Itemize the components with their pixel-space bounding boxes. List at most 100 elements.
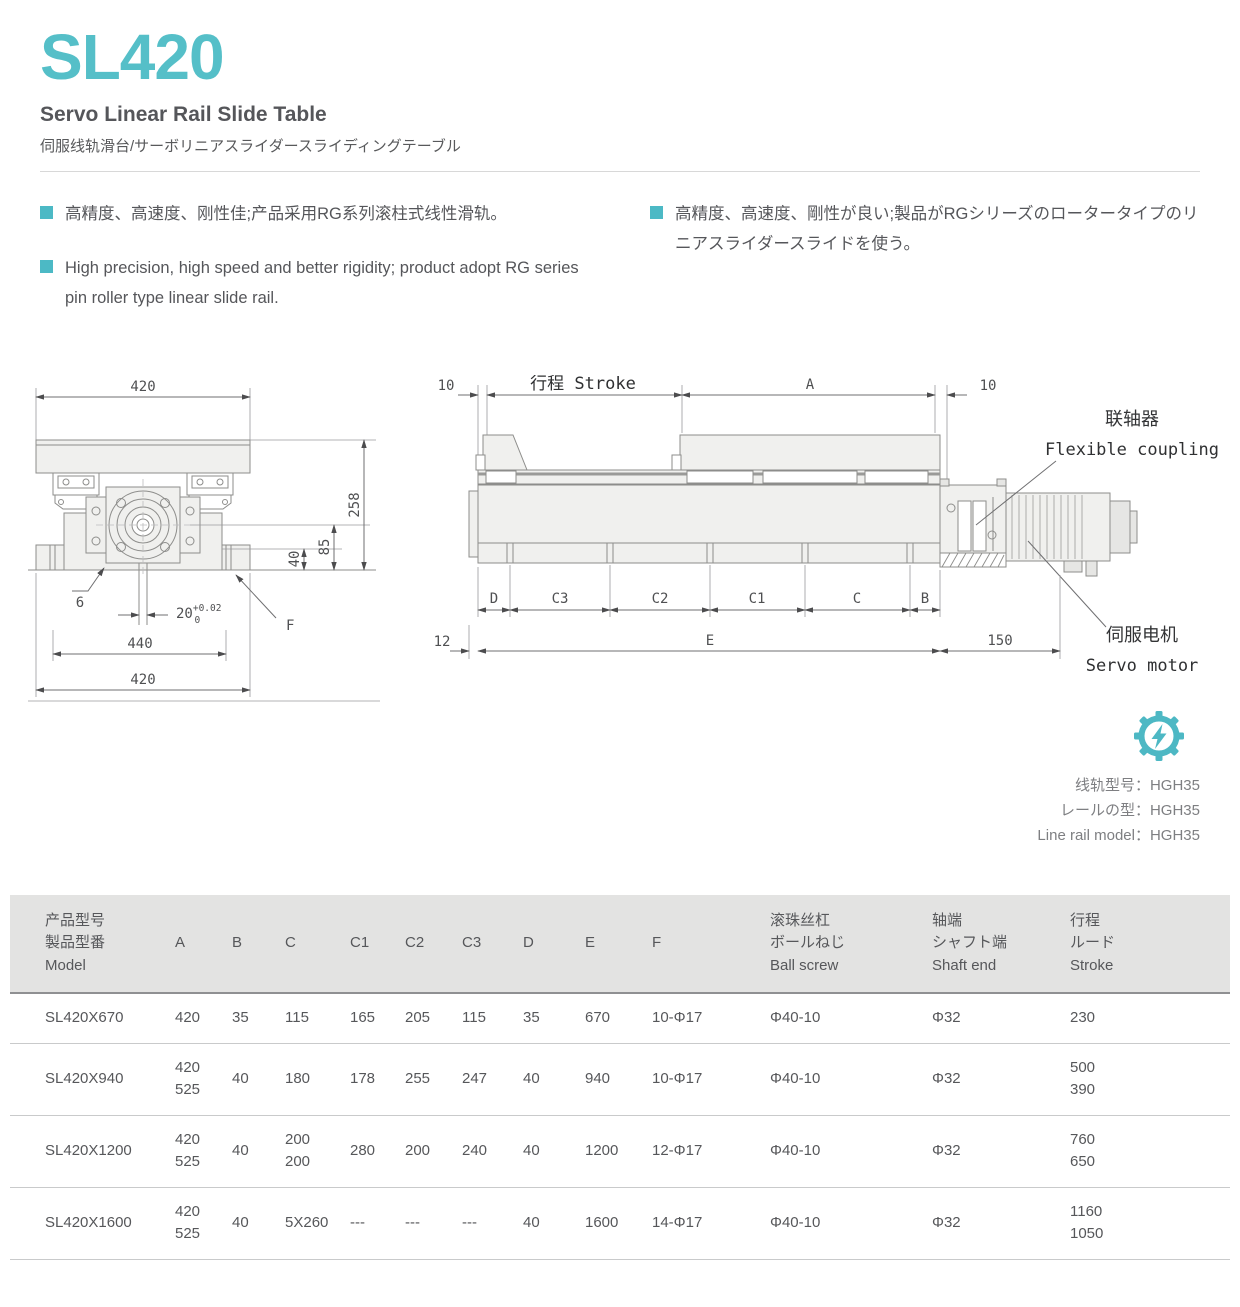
cell-stroke: 500 390	[1070, 1043, 1230, 1116]
side-label-coupling: 联轴器 Flexible coupling	[975, 409, 1219, 526]
cell-model: SL420X940	[10, 1043, 175, 1116]
cell-stroke: 1160 1050	[1070, 1187, 1230, 1260]
cell-f: 10-Φ17	[652, 993, 770, 1044]
side-carriage-plate-left	[475, 434, 528, 471]
feature-item-en: High precision, high speed and better ri…	[40, 254, 590, 313]
bullet-square-icon	[40, 206, 53, 220]
front-dim-6: 6	[72, 567, 105, 611]
cell-d: 40	[523, 1187, 585, 1260]
cell-model: SL420X670	[10, 993, 175, 1044]
table-row: SL420X1600 420 525 40 5X260 --- --- --- …	[10, 1187, 1230, 1260]
motor-label-zh: 伺服电机	[1106, 625, 1178, 645]
cell-c1: ---	[350, 1187, 405, 1260]
technical-drawings: 420	[0, 337, 1240, 707]
cell-ballscrew: Φ40-10	[770, 1043, 932, 1116]
side-dim-top-chain: 10 行程 Stroke A 10	[438, 375, 997, 496]
dim-label: E	[706, 633, 714, 649]
cell-b: 40	[232, 1043, 285, 1116]
front-dim-420-bottom: 420	[28, 573, 380, 702]
front-dim-440: 440	[52, 630, 227, 662]
cell-model: SL420X1200	[10, 1115, 175, 1188]
side-coupling-housing	[939, 478, 1007, 568]
header-cell-c1: C1	[350, 894, 405, 994]
front-dim-258: 258	[190, 439, 370, 572]
dim-label: B	[921, 591, 929, 607]
feature-item-zh: 高精度、高速度、刚性佳;产品采用RG系列滚柱式线性滑轨。	[40, 200, 590, 230]
coupling-label-zh: 联轴器	[1105, 409, 1159, 429]
spec-table: 产品型号 製品型番 Model A B C C1 C2 C3 D E F 滚珠丝…	[10, 894, 1230, 1260]
side-servo-motor	[1005, 492, 1138, 577]
cell-f: 12-Φ17	[652, 1115, 770, 1188]
side-label-motor: 伺服电机 Servo motor	[1027, 540, 1199, 676]
header-cell-c3: C3	[462, 894, 523, 994]
cell-c: 180	[285, 1043, 350, 1116]
rail-model-block: 线轨型号：HGH35 レールの型：HGH35 Line rail model：H…	[0, 709, 1240, 848]
header-row: 产品型号 製品型番 Model A B C C1 C2 C3 D E F 滚珠丝…	[10, 894, 1230, 994]
cell-c3: 115	[462, 993, 523, 1044]
header-cell-stroke: 行程 ルード Stroke	[1070, 894, 1230, 994]
subtitle-cjk: 伺服线轨滑台/サーボリニアスライダースライディングテーブル	[40, 138, 461, 156]
feature-text-ja: 高精度、高速度、剛性が良い;製品がRGシリーズのロータータイプのリニアスライダー…	[675, 205, 1199, 253]
cell-d: 35	[523, 993, 585, 1044]
front-bearing-housing	[85, 479, 201, 576]
header: SL420 Servo Linear Rail Slide Table 伺服线轨…	[0, 0, 1240, 173]
cell-e: 940	[585, 1043, 652, 1116]
cell-c2: 255	[405, 1043, 462, 1116]
gear-lightning-icon	[1134, 711, 1184, 762]
dim-label: 10	[980, 378, 997, 394]
cell-e: 670	[585, 993, 652, 1044]
dim-label: 85	[317, 539, 333, 556]
cell-d: 40	[523, 1043, 585, 1116]
cell-stroke: 230	[1070, 993, 1230, 1044]
feature-column-left: 高精度、高速度、刚性佳;产品采用RG系列滚柱式线性滑轨。 High precis…	[40, 200, 590, 337]
dim-label: C1	[749, 591, 766, 607]
feature-text-zh: 高精度、高速度、刚性佳;产品采用RG系列滚柱式线性滑轨。	[65, 205, 507, 224]
cell-c3: 240	[462, 1115, 523, 1188]
feature-column-right: 高精度、高速度、剛性が良い;製品がRGシリーズのロータータイプのリニアスライダー…	[650, 200, 1200, 337]
header-cell-c: C	[285, 894, 350, 994]
table-row: SL420X1200 420 525 40 200 200 280 200 24…	[10, 1115, 1230, 1188]
cell-shaftend: Φ32	[932, 1043, 1070, 1116]
dim-label: 20+0.02 0	[176, 603, 221, 626]
front-view-drawing: 420	[28, 379, 380, 702]
header-cell-model: 产品型号 製品型番 Model	[10, 894, 175, 994]
cell-stroke: 760 650	[1070, 1115, 1230, 1188]
dim-label: 6	[76, 595, 84, 611]
header-divider	[40, 171, 1200, 173]
cell-c: 200 200	[285, 1115, 350, 1188]
cell-ballscrew: Φ40-10	[770, 1115, 932, 1188]
cell-c: 115	[285, 993, 350, 1044]
cell-model: SL420X1600	[10, 1187, 175, 1260]
front-dim-85: 85	[317, 524, 337, 572]
dim-label-stroke: 行程 Stroke	[530, 375, 636, 394]
front-top-plate	[35, 439, 376, 474]
dim-label: 420	[130, 379, 155, 395]
motor-label-en: Servo motor	[1086, 656, 1199, 676]
cell-c1: 165	[350, 993, 405, 1044]
cell-shaftend: Φ32	[932, 993, 1070, 1044]
cell-c1: 178	[350, 1043, 405, 1116]
dim-label: F	[286, 618, 294, 634]
dim-label: C	[853, 591, 861, 607]
header-cell-e: E	[585, 894, 652, 994]
side-view-drawing: 10 行程 Stroke A 10	[434, 375, 1219, 676]
side-dim-lower-chain: 12 E 150	[434, 575, 1061, 660]
header-cell-f: F	[652, 894, 770, 994]
header-cell-b: B	[232, 894, 285, 994]
rail-model-en: Line rail model：HGH35	[1037, 826, 1200, 844]
feature-item-ja: 高精度、高速度、剛性が良い;製品がRGシリーズのロータータイプのリニアスライダー…	[650, 200, 1200, 259]
spec-table-header: 产品型号 製品型番 Model A B C C1 C2 C3 D E F 滚珠丝…	[10, 894, 1230, 994]
front-dim-40: 40	[287, 548, 307, 572]
cell-shaftend: Φ32	[932, 1115, 1070, 1188]
cell-e: 1200	[585, 1115, 652, 1188]
side-rail-strip	[477, 469, 941, 485]
feature-text-en: High precision, high speed and better ri…	[65, 258, 579, 307]
dim-label: 420	[130, 672, 155, 688]
header-cell-a: A	[175, 894, 232, 994]
page-title: SL420	[40, 21, 225, 93]
mounting-tabs	[506, 543, 914, 564]
coupling-label-en: Flexible coupling	[1045, 440, 1219, 460]
cell-b: 40	[232, 1187, 285, 1260]
front-label-f: F	[235, 574, 294, 634]
